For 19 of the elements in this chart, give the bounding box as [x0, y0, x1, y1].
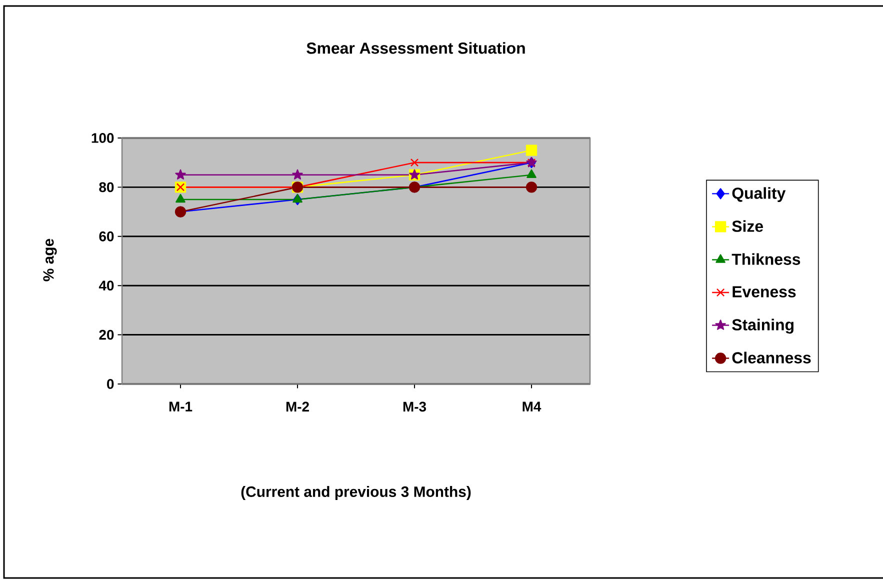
- legend-label: Thikness: [732, 253, 800, 265]
- legend-label: Eveness: [732, 286, 796, 298]
- y-tick-label: 20: [99, 330, 114, 340]
- x-tick-label: M-2: [286, 402, 309, 412]
- legend-label: Staining: [732, 318, 794, 334]
- y-tick-label: 0: [107, 379, 114, 389]
- legend-label: Size: [732, 220, 763, 232]
- x-tick-label: M4: [522, 402, 542, 412]
- y-tick-label: 60: [99, 231, 114, 242]
- legend-label: Cleanness: [732, 352, 811, 364]
- y-axis-title: % age: [43, 238, 57, 282]
- x-tick-label: M-3: [403, 402, 426, 412]
- x-axis-title: (Current and previous 3 Months): [241, 486, 471, 500]
- y-tick-label: 100: [92, 133, 114, 143]
- x-tick-label: M-1: [169, 402, 192, 412]
- legend-label: Quality: [732, 187, 786, 202]
- chart-title: Smear Assessment Situation: [306, 42, 525, 54]
- y-tick-label: 40: [98, 280, 114, 291]
- y-tick-label: 80: [99, 182, 114, 192]
